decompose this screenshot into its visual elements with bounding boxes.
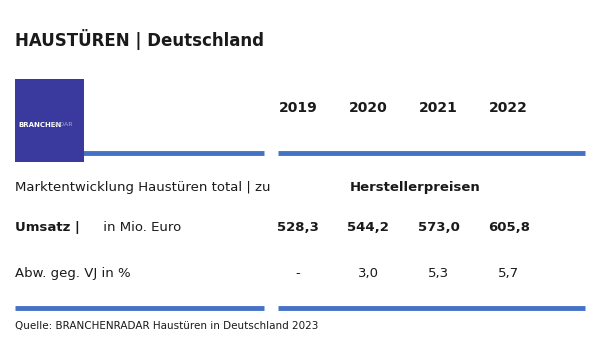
- Text: -: -: [296, 267, 301, 280]
- Text: Umsatz |: Umsatz |: [15, 221, 80, 234]
- Text: 544,2: 544,2: [347, 221, 389, 234]
- Text: 2021: 2021: [419, 101, 458, 115]
- Text: 528,3: 528,3: [277, 221, 319, 234]
- Text: in Mio. Euro: in Mio. Euro: [99, 221, 181, 234]
- Text: Herstellerpreisen: Herstellerpreisen: [350, 181, 481, 194]
- Text: BRANCHEN: BRANCHEN: [18, 121, 61, 128]
- Text: 2019: 2019: [279, 101, 317, 115]
- Text: 605,8: 605,8: [488, 221, 530, 234]
- Text: 573,0: 573,0: [418, 221, 460, 234]
- Text: 5,7: 5,7: [498, 267, 520, 280]
- Text: 3,0: 3,0: [358, 267, 379, 280]
- Text: RADAR: RADAR: [51, 122, 73, 127]
- Text: 2022: 2022: [490, 101, 528, 115]
- FancyBboxPatch shape: [15, 79, 84, 162]
- Text: HAUSTÜREN | Deutschland: HAUSTÜREN | Deutschland: [15, 29, 264, 50]
- Text: Quelle: BRANCHENRADAR Haustüren in Deutschland 2023: Quelle: BRANCHENRADAR Haustüren in Deuts…: [15, 321, 319, 331]
- Text: 2020: 2020: [349, 101, 388, 115]
- Text: Marktentwicklung Haustüren total | zu: Marktentwicklung Haustüren total | zu: [15, 181, 275, 194]
- Text: Abw. geg. VJ in %: Abw. geg. VJ in %: [15, 267, 131, 280]
- Text: 5,3: 5,3: [428, 267, 449, 280]
